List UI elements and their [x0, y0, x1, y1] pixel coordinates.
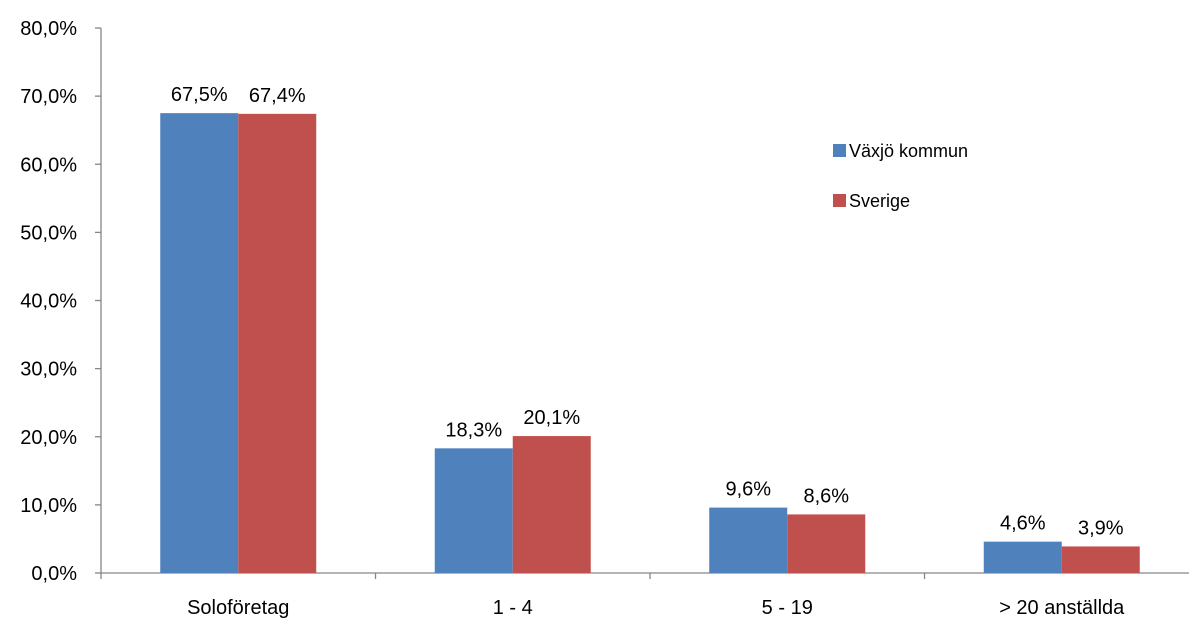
y-axis: 0,0% 10,0% 20,0% 30,0% 40,0% 50,0% 60,0% 70,0% 8…	[20, 18, 102, 585]
bar	[787, 514, 866, 573]
y-tick-label: 40,0%	[20, 291, 77, 313]
x-axis: Soloföretag 1 - 4 5 - 19 > 20 anställda	[100, 572, 1189, 619]
data-label: 8,6%	[803, 485, 849, 507]
bar	[512, 436, 591, 573]
legend: Växjö kommun Sverige	[833, 141, 968, 211]
y-tick-label: 20,0%	[20, 427, 77, 449]
y-tick-label: 10,0%	[20, 495, 77, 517]
x-tick-label: > 20 anställda	[999, 597, 1125, 619]
y-tick-label: 0,0%	[31, 563, 77, 585]
y-tick-label: 60,0%	[20, 154, 77, 176]
x-tick-label: 5 - 19	[762, 597, 813, 619]
bar	[983, 541, 1062, 573]
legend-swatch	[833, 194, 846, 207]
bars	[160, 113, 1140, 574]
data-label: 20,1%	[523, 407, 580, 429]
bar	[1061, 546, 1140, 573]
bar	[709, 507, 788, 573]
bar	[160, 113, 239, 573]
y-tick-label: 30,0%	[20, 359, 77, 381]
data-label: 3,9%	[1078, 517, 1124, 539]
legend-swatch	[833, 144, 846, 157]
bar	[238, 113, 317, 574]
data-label: 67,4%	[249, 85, 306, 107]
y-tick-label: 70,0%	[20, 86, 77, 108]
data-label: 67,5%	[171, 84, 228, 106]
legend-label: Sverige	[849, 191, 910, 211]
data-label: 4,6%	[1000, 513, 1046, 535]
legend-label: Växjö kommun	[849, 141, 968, 161]
y-tick-label: 50,0%	[20, 222, 77, 244]
y-tick-label: 80,0%	[20, 18, 77, 40]
data-label: 18,3%	[445, 419, 502, 441]
data-label: 9,6%	[725, 479, 771, 501]
bar	[434, 448, 513, 573]
x-tick-label: 1 - 4	[493, 597, 533, 619]
data-labels: 67,5% 67,4% 18,3% 20,1% 9,6% 8,6% 4,6% 3,9%	[171, 84, 1124, 539]
x-tick-label: Soloföretag	[187, 597, 289, 619]
